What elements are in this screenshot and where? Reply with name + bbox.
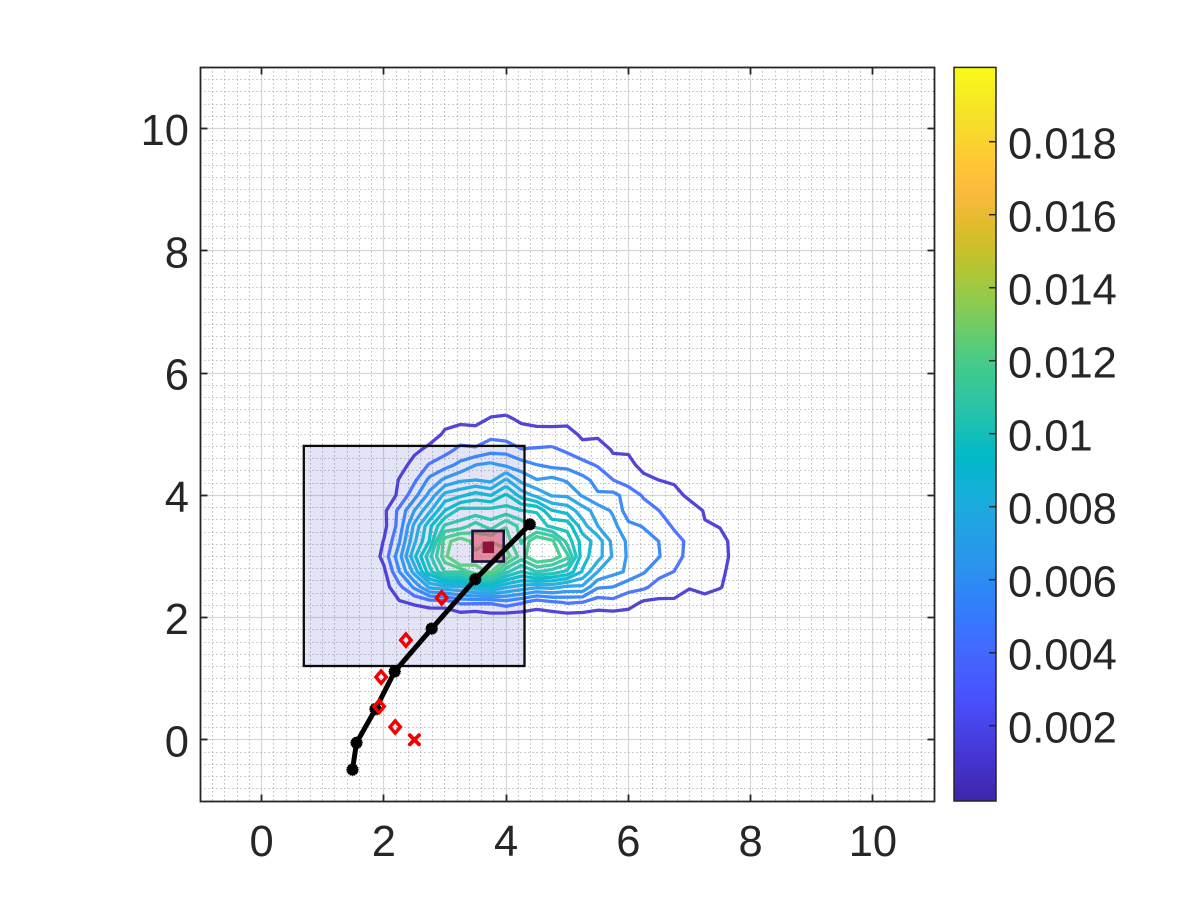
svg-text:0.008: 0.008: [1008, 485, 1117, 533]
svg-text:6: 6: [616, 818, 640, 866]
svg-text:0.006: 0.006: [1008, 558, 1117, 606]
svg-text:4: 4: [494, 818, 518, 866]
svg-text:8: 8: [738, 818, 762, 866]
svg-text:10: 10: [849, 818, 897, 866]
svg-text:0.004: 0.004: [1008, 631, 1117, 679]
svg-text:0.002: 0.002: [1008, 704, 1117, 752]
svg-text:0.014: 0.014: [1008, 266, 1117, 314]
svg-text:0: 0: [165, 719, 189, 767]
svg-text:6: 6: [165, 352, 189, 400]
svg-text:4: 4: [165, 474, 189, 522]
svg-text:2: 2: [372, 818, 396, 866]
svg-text:8: 8: [165, 230, 189, 278]
svg-text:0.012: 0.012: [1008, 339, 1117, 387]
svg-text:0.018: 0.018: [1008, 120, 1117, 168]
svg-text:2: 2: [165, 596, 189, 644]
svg-text:0.016: 0.016: [1008, 193, 1117, 241]
svg-text:0.01: 0.01: [1008, 412, 1093, 460]
svg-text:10: 10: [141, 107, 189, 155]
svg-text:0: 0: [249, 818, 273, 866]
